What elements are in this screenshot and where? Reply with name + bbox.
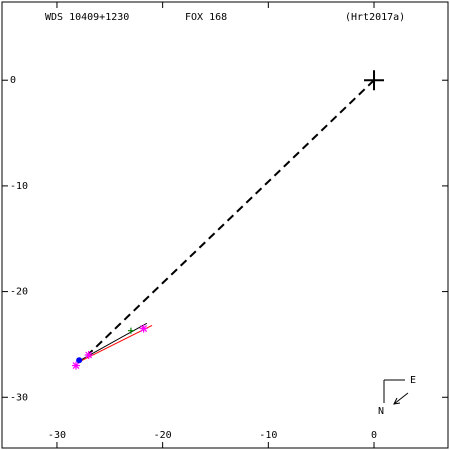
compass-arrow-head	[393, 397, 401, 405]
point	[364, 70, 385, 91]
point	[139, 324, 148, 333]
compass-east: E	[410, 375, 416, 386]
chart-subtitle: FOX 168	[185, 12, 227, 23]
point	[84, 350, 93, 359]
x-tick-label: 0	[371, 430, 377, 441]
compass	[383, 379, 409, 405]
y-tick-label: 0	[10, 75, 16, 86]
x-tick-label: -20	[154, 430, 172, 441]
point	[127, 327, 134, 334]
compass-north: N	[378, 406, 384, 417]
fit-line	[79, 322, 148, 361]
y-tick-label: -30	[10, 392, 28, 403]
compass-arrow	[393, 392, 409, 405]
chart-title: WDS 10409+1230	[45, 12, 129, 23]
x-tick-label: -10	[259, 430, 277, 441]
y-tick-label: -20	[10, 287, 28, 298]
dashed-line	[84, 79, 375, 358]
reference: (Hrt2017a)	[345, 12, 405, 23]
y-tick-label: -10	[10, 181, 28, 192]
point	[76, 357, 83, 364]
point	[71, 361, 80, 370]
x-tick-label: -30	[48, 430, 66, 441]
